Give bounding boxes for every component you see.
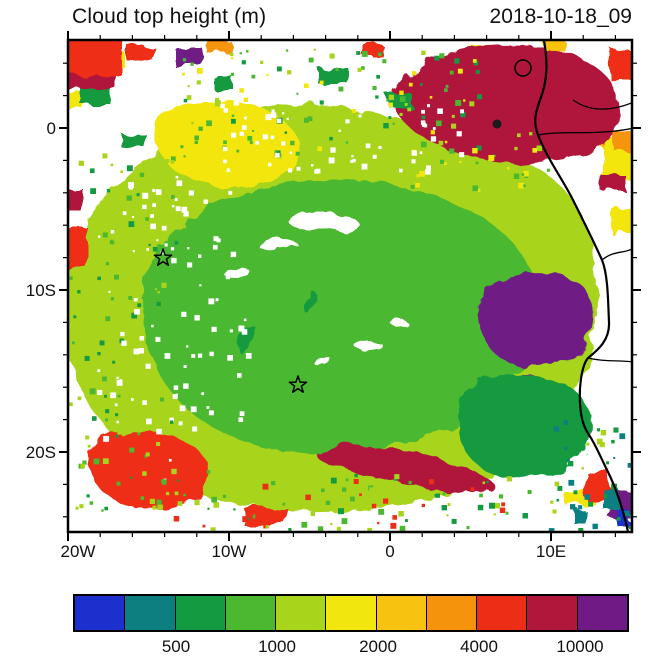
colorbar-cell [376, 596, 427, 630]
coastline-group [492, 40, 632, 532]
country-border [587, 357, 632, 363]
colorbar [73, 594, 629, 632]
colorbar-tick-label: 4000 [460, 637, 498, 656]
map-regions [68, 40, 632, 532]
colorbar-cell [577, 596, 627, 630]
map-border [66, 38, 634, 534]
y-tick-label: 10S [25, 281, 56, 300]
plot-timestamp: 2018-10-18_09 [489, 5, 632, 28]
x-tick-label: 20W [60, 542, 96, 561]
colorbar-tick-label: 500 [161, 637, 191, 656]
colorbar-cell [125, 596, 176, 630]
lake-outline [514, 59, 532, 77]
y-tick-label: 0 [46, 119, 56, 138]
colorbar-cell [225, 596, 277, 630]
country-border [572, 99, 632, 110]
coastline [534, 40, 630, 532]
x-tick-label: 0 [385, 542, 395, 561]
plot-title: Cloud top height (m) [72, 5, 267, 28]
x-tick-label: 10E [535, 542, 567, 561]
colorbar-tick-label: 1000 [258, 637, 296, 656]
station-markers [153, 248, 308, 394]
x-tick-label: 10W [211, 542, 247, 561]
colorbar-cell [477, 596, 528, 630]
star-marker-2 [288, 375, 308, 394]
colorbar-cell [326, 596, 377, 630]
country-border [537, 127, 632, 136]
cloud-regions [68, 40, 632, 526]
island-dot [492, 119, 502, 129]
axis-ticks [59, 31, 641, 541]
speckle-texture [69, 48, 632, 532]
colorbar-cell [75, 596, 126, 630]
colorbar-cell [276, 596, 327, 630]
colorbar-cell [175, 596, 226, 630]
colorbar-cell [426, 596, 478, 630]
colorbar-tick-label: 10000 [556, 637, 604, 656]
colorbar-tick-label: 2000 [359, 637, 397, 656]
star-marker-1 [153, 248, 173, 267]
map-plot [59, 31, 641, 541]
y-tick-label: 20S [25, 443, 56, 462]
colorbar-cell [527, 596, 578, 630]
